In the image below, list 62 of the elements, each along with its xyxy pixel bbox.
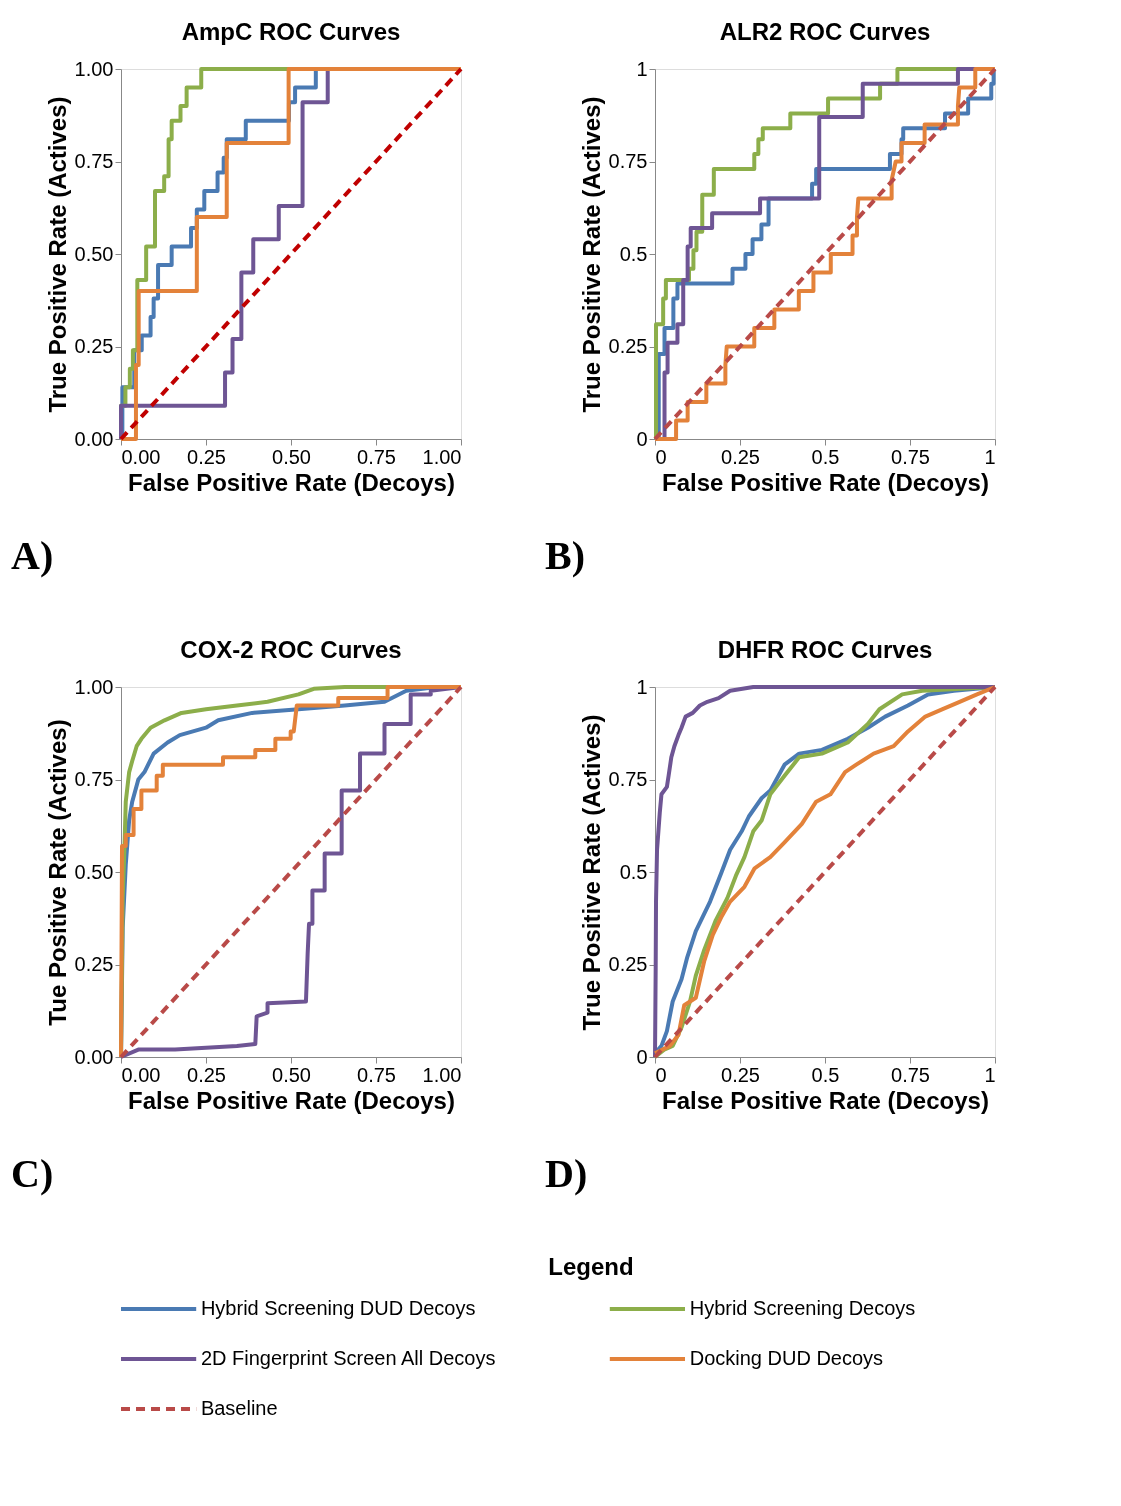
x-tick-label: 0.25 [721, 1063, 760, 1086]
y-tick-label: 1.00 [74, 57, 114, 80]
y-tick-label: 0.50 [74, 860, 114, 883]
legend-label: Baseline [200, 1397, 278, 1419]
x-tick-label: 0.00 [121, 1063, 161, 1086]
legend-label: 2D Fingerprint Screen All Decoys [200, 1347, 496, 1369]
y-tick-label: 0.25 [608, 335, 648, 357]
text: A) [11, 533, 54, 578]
text: C) [11, 1151, 54, 1196]
x-tick-label: 0.50 [272, 1063, 311, 1086]
x-tick-label: 0.75 [357, 1063, 396, 1086]
text: D) [545, 1151, 588, 1196]
x-tick-label: 0.25 [187, 1063, 226, 1086]
y-tick-label: 0.25 [74, 335, 114, 357]
x-tick-label: 0 [655, 1063, 667, 1086]
y-tick-label: 0.25 [608, 953, 648, 975]
legend-label: Hybrid Screening DUD Decoys [200, 1297, 476, 1319]
text: B) [545, 533, 585, 578]
x-tick-label: 0.5 [811, 445, 840, 468]
y-tick-label: 1 [636, 675, 648, 698]
y-tick-label: 0.75 [74, 150, 114, 172]
x-tick-label: 1.00 [422, 1063, 462, 1086]
chart-title: ALR2 ROC Curves [719, 18, 931, 45]
y-tick-label: 0.75 [608, 768, 648, 790]
x-tick-label: 0.50 [272, 445, 311, 468]
chart-title: COX-2 ROC Curves [180, 636, 402, 663]
x-axis-title: False Positive Rate (Decoys) [128, 1086, 455, 1114]
y-axis-title: True Positive Rate (Actives) [43, 96, 71, 413]
y-tick-label: 0.50 [74, 242, 114, 265]
legend-title: Legend [548, 1253, 634, 1280]
x-axis-title: False Positive Rate (Decoys) [662, 468, 989, 496]
x-axis-title: False Positive Rate (Decoys) [128, 468, 455, 496]
chart-title: DHFR ROC Curves [717, 636, 933, 663]
y-tick-label: 1.00 [74, 675, 114, 698]
y-axis-title: True Positive Rate (Actives) [577, 96, 605, 413]
chart-title: AmpC ROC Curves [181, 18, 401, 45]
x-tick-label: 0.25 [187, 445, 226, 468]
y-tick-label: 0 [636, 427, 648, 450]
y-tick-label: 0.75 [608, 150, 648, 172]
y-axis-title: True Positive Rate (Actives) [577, 714, 605, 1031]
x-tick-label: 0.25 [721, 445, 760, 468]
x-tick-label: 1.00 [422, 445, 462, 468]
y-tick-label: 0.75 [74, 768, 114, 790]
x-tick-label: 1 [984, 1063, 996, 1086]
y-tick-label: 0.00 [74, 427, 114, 450]
x-tick-label: 0 [655, 445, 667, 468]
y-tick-label: 0.5 [619, 242, 648, 265]
x-axis-title: False Positive Rate (Decoys) [662, 1086, 989, 1114]
x-tick-label: 0.75 [357, 445, 396, 468]
y-tick-label: 0.25 [74, 953, 114, 975]
legend-label: Hybrid Screening Decoys [689, 1297, 916, 1319]
y-tick-label: 0 [636, 1045, 648, 1068]
x-tick-label: 1 [984, 445, 996, 468]
y-tick-label: 0.5 [619, 860, 648, 883]
y-tick-label: 0.00 [74, 1045, 114, 1068]
y-axis-title: Tue Positive Rate (Actives) [43, 719, 71, 1026]
x-tick-label: 0.00 [121, 445, 161, 468]
y-tick-label: 1 [636, 57, 648, 80]
x-tick-label: 0.5 [811, 1063, 840, 1086]
x-tick-label: 0.75 [891, 445, 930, 468]
legend-label: Docking DUD Decoys [689, 1347, 884, 1369]
x-tick-label: 0.75 [891, 1063, 930, 1086]
